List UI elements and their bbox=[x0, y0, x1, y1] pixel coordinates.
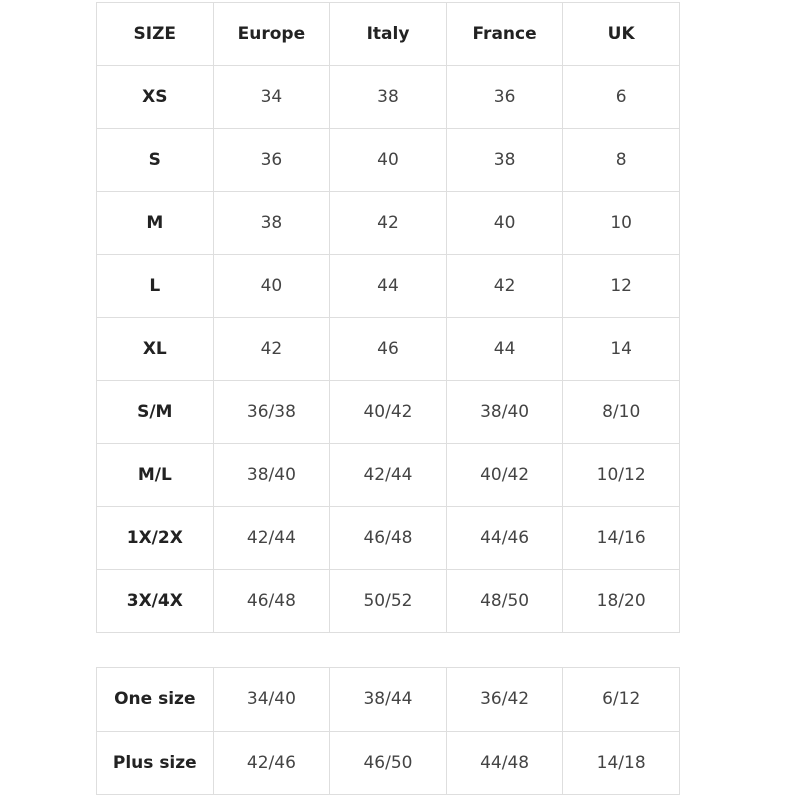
size-value-cell: 48/50 bbox=[445, 569, 564, 633]
table-row: XS 34 38 36 6 bbox=[96, 65, 680, 129]
table-row: L 40 44 42 12 bbox=[96, 254, 680, 318]
size-value-cell: 40 bbox=[329, 128, 447, 192]
size-value-cell: 40 bbox=[445, 191, 564, 255]
column-header: UK bbox=[562, 2, 680, 66]
size-value-cell: 44/46 bbox=[445, 506, 564, 570]
table-row: M 38 42 40 10 bbox=[96, 191, 680, 255]
table-row: One size 34/40 38/44 36/42 6/12 bbox=[96, 667, 680, 732]
size-value-cell: 50/52 bbox=[329, 569, 447, 633]
size-value-cell: 34/40 bbox=[212, 667, 331, 732]
size-value-cell: 10/12 bbox=[562, 443, 680, 507]
size-value-cell: 42 bbox=[329, 191, 447, 255]
size-value-cell: 46/48 bbox=[329, 506, 447, 570]
table-row: 1X/2X 42/44 46/48 44/46 14/16 bbox=[96, 506, 680, 570]
special-sizes-table: One size 34/40 38/44 36/42 6/12 Plus size 42/4… bbox=[96, 667, 680, 795]
size-value-cell: 42/46 bbox=[212, 730, 331, 795]
size-value-cell: 18/20 bbox=[562, 569, 680, 633]
size-value-cell: 38 bbox=[445, 128, 564, 192]
size-conversion-table: SIZE Europe Italy France UK XS 34 38 36 6 S 36 40 38… bbox=[96, 2, 680, 633]
table-row: S 36 40 38 8 bbox=[96, 128, 680, 192]
size-value-cell: 44 bbox=[329, 254, 447, 318]
size-value-cell: 44/48 bbox=[445, 730, 564, 795]
size-value-cell: 14/16 bbox=[562, 506, 680, 570]
size-value-cell: 14/18 bbox=[562, 730, 680, 795]
size-value-cell: 38/40 bbox=[445, 380, 564, 444]
table-row: Plus size 42/46 46/50 44/48 14/18 bbox=[96, 730, 680, 795]
size-value-cell: 40/42 bbox=[329, 380, 447, 444]
table-row: XL 42 46 44 14 bbox=[96, 317, 680, 381]
size-value-cell: 8 bbox=[562, 128, 680, 192]
size-label-cell: L bbox=[96, 254, 214, 318]
size-value-cell: 14 bbox=[562, 317, 680, 381]
size-value-cell: 42/44 bbox=[329, 443, 447, 507]
size-value-cell: 42 bbox=[445, 254, 564, 318]
size-value-cell: 42/44 bbox=[212, 506, 331, 570]
size-label-cell: S/M bbox=[96, 380, 214, 444]
size-label-cell: S bbox=[96, 128, 214, 192]
size-value-cell: 36/38 bbox=[212, 380, 331, 444]
size-value-cell: 38/44 bbox=[329, 667, 447, 732]
size-label-cell: XL bbox=[96, 317, 214, 381]
table-row: M/L 38/40 42/44 40/42 10/12 bbox=[96, 443, 680, 507]
size-value-cell: 46/48 bbox=[212, 569, 331, 633]
size-value-cell: 38/40 bbox=[212, 443, 331, 507]
size-value-cell: 10 bbox=[562, 191, 680, 255]
size-value-cell: 42 bbox=[212, 317, 331, 381]
size-label-cell: One size bbox=[96, 667, 214, 732]
size-label-cell: M/L bbox=[96, 443, 214, 507]
size-value-cell: 46/50 bbox=[329, 730, 447, 795]
size-value-cell: 38 bbox=[329, 65, 447, 129]
size-value-cell: 6 bbox=[562, 65, 680, 129]
size-value-cell: 36 bbox=[212, 128, 331, 192]
size-label-cell: 3X/4X bbox=[96, 569, 214, 633]
size-value-cell: 6/12 bbox=[562, 667, 680, 732]
column-header: Italy bbox=[329, 2, 447, 66]
size-value-cell: 44 bbox=[445, 317, 564, 381]
header-row: SIZE Europe Italy France UK bbox=[96, 2, 680, 66]
table-row: S/M 36/38 40/42 38/40 8/10 bbox=[96, 380, 680, 444]
table-row: 3X/4X 46/48 50/52 48/50 18/20 bbox=[96, 569, 680, 633]
size-label-cell: Plus size bbox=[96, 730, 214, 795]
size-value-cell: 46 bbox=[329, 317, 447, 381]
size-label-cell: 1X/2X bbox=[96, 506, 214, 570]
size-value-cell: 38 bbox=[212, 191, 331, 255]
size-value-cell: 34 bbox=[212, 65, 331, 129]
size-value-cell: 36 bbox=[445, 65, 564, 129]
size-value-cell: 8/10 bbox=[562, 380, 680, 444]
size-label-cell: XS bbox=[96, 65, 214, 129]
column-header: SIZE bbox=[96, 2, 214, 66]
column-header: France bbox=[445, 2, 564, 66]
column-header: Europe bbox=[212, 2, 331, 66]
size-value-cell: 36/42 bbox=[445, 667, 564, 732]
size-value-cell: 40/42 bbox=[445, 443, 564, 507]
size-label-cell: M bbox=[96, 191, 214, 255]
size-value-cell: 40 bbox=[212, 254, 331, 318]
size-value-cell: 12 bbox=[562, 254, 680, 318]
